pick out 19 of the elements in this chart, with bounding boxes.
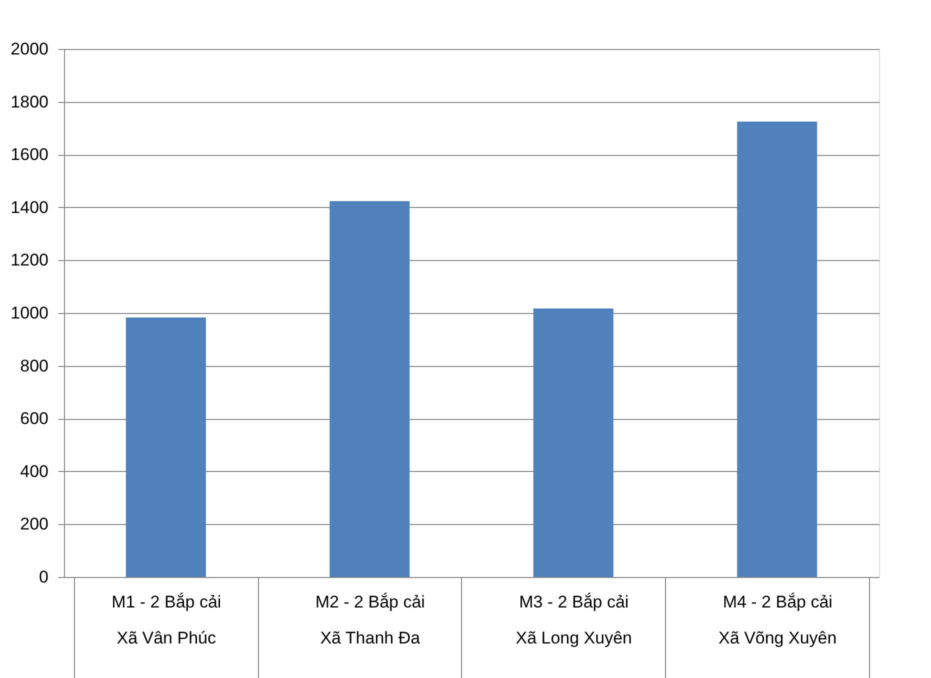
y-tick-label: 400 bbox=[20, 462, 48, 481]
y-tick-label: 1000 bbox=[10, 304, 48, 322]
y-tick-label: 0 bbox=[39, 568, 48, 586]
x-tick-label: M4 - 2 Bắp cải Xã Võng Xuyên bbox=[718, 592, 837, 648]
y-tick-label: 2000 bbox=[10, 40, 48, 58]
y-tick-label: 1400 bbox=[10, 198, 48, 217]
x-tick-label: M2 - 2 Bắp cải Xã Thanh Đa bbox=[315, 592, 425, 648]
y-tick-label: 600 bbox=[20, 409, 48, 428]
x-tick-label: M1 - 2 Bắp cải Xã Vân Phúc bbox=[112, 592, 222, 648]
bar bbox=[533, 308, 614, 577]
x-tick-label: M3 - 2 Bắp cải Xã Long Xuyên bbox=[516, 592, 632, 648]
y-tick-label: 1800 bbox=[10, 92, 48, 112]
bar bbox=[126, 317, 206, 577]
bar bbox=[330, 201, 410, 577]
bar bbox=[737, 122, 818, 577]
y-tick-label: 1600 bbox=[10, 145, 48, 164]
y-tick-label: 800 bbox=[20, 356, 48, 376]
y-tick-label: 200 bbox=[20, 514, 48, 534]
y-tick-label: 1200 bbox=[10, 250, 48, 270]
